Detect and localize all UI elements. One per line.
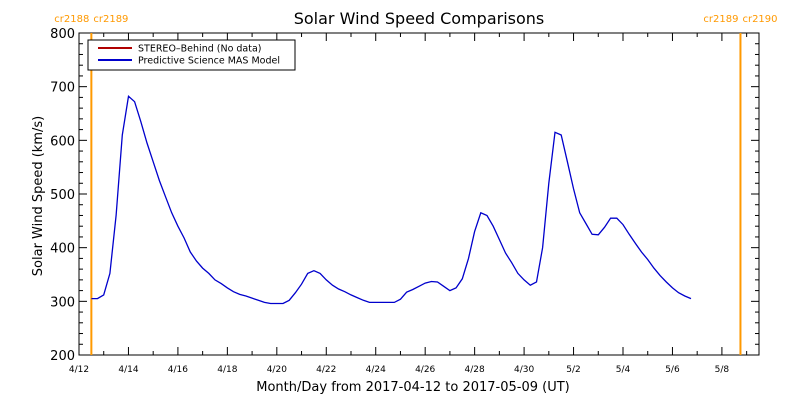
- plot-frame: [78, 32, 760, 356]
- legend-label: STEREO–Behind (No data): [138, 44, 262, 55]
- y-tick-label: 300: [50, 295, 75, 310]
- axis-ticks: 200 300 400 500 600 700 800 4/12 4/14 4/16 4/18 4/2…: [50, 27, 759, 375]
- carrington-label-right: cr2190: [742, 14, 777, 25]
- carrington-boundaries: cr2188 cr2189 cr2189 cr2190: [54, 14, 778, 355]
- legend-label: Predictive Science MAS Model: [138, 56, 280, 67]
- series-line: [91, 95, 692, 305]
- x-tick-label: 5/6: [665, 365, 680, 375]
- y-tick-label: 800: [50, 27, 75, 42]
- x-tick-label: 4/26: [415, 365, 435, 375]
- x-tick-label: 4/30: [514, 365, 534, 375]
- chart-title: Solar Wind Speed Comparisons: [294, 9, 545, 28]
- x-tick-label: 5/2: [566, 365, 580, 375]
- y-tick-label: 200: [50, 349, 75, 364]
- y-tick-label: 500: [50, 188, 75, 203]
- x-tick-label: 4/18: [217, 365, 237, 375]
- x-tick-label: 4/20: [267, 365, 287, 375]
- x-tick-label: 4/22: [316, 365, 336, 375]
- legend: STEREO–Behind (No data)Predictive Scienc…: [87, 39, 296, 71]
- x-tick-label: 4/12: [69, 365, 89, 375]
- x-tick-label: 4/28: [465, 365, 485, 375]
- y-tick-label: 600: [50, 134, 75, 149]
- carrington-label-right: cr2189: [93, 14, 128, 25]
- series-lines: [91, 95, 692, 305]
- legend-box: [87, 39, 296, 71]
- x-tick-label: 5/4: [616, 365, 631, 375]
- x-tick-label: 4/16: [168, 365, 188, 375]
- y-tick-label: 400: [50, 242, 75, 257]
- x-tick-label: 4/24: [366, 365, 386, 375]
- x-tick-label: 4/14: [118, 365, 138, 375]
- y-tick-label: 700: [50, 81, 75, 96]
- x-axis-label: Month/Day from 2017-04-12 to 2017-05-09 …: [256, 380, 569, 395]
- carrington-label-left: cr2189: [703, 14, 738, 25]
- carrington-label-left: cr2188: [54, 14, 89, 25]
- x-tick-label: 5/8: [715, 365, 730, 375]
- y-axis-label: Solar Wind Speed (km/s): [31, 116, 46, 276]
